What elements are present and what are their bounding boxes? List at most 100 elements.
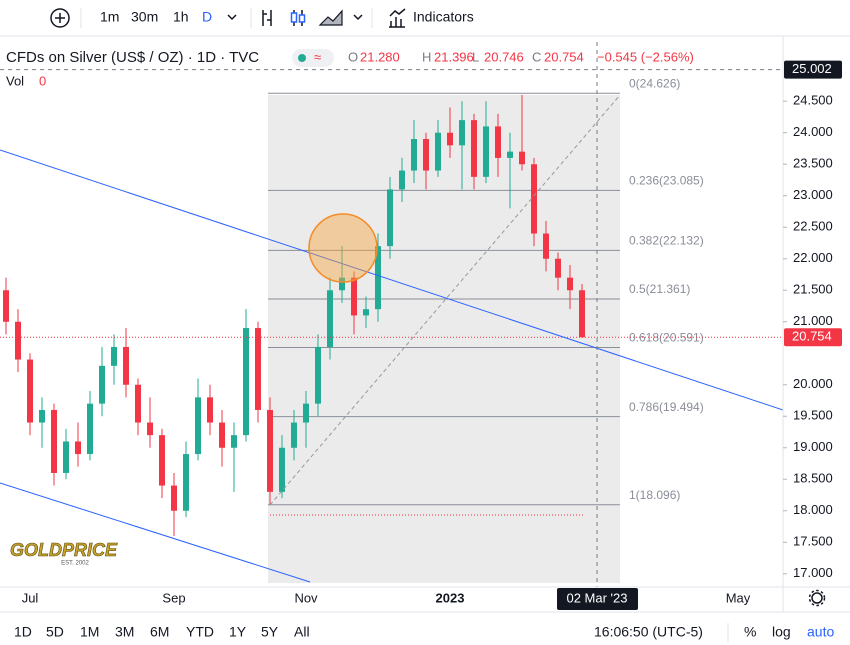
fib-label: 0.236(23.085) [629, 174, 704, 188]
range-button[interactable]: 6M [150, 624, 169, 640]
ohlc-value: 20.746 [484, 49, 524, 64]
candle-body [111, 346, 117, 366]
candle-body [531, 164, 537, 234]
fib-label: 1(18.096) [629, 488, 680, 502]
bars-icon[interactable] [262, 10, 272, 26]
trend-line [0, 482, 311, 583]
candle-body [183, 454, 189, 511]
candle-body [435, 132, 441, 171]
trend-line [0, 149, 783, 411]
range-button[interactable]: 3M [115, 624, 134, 640]
candle-body [555, 258, 561, 278]
status-icon: ≈ [314, 49, 321, 64]
drawings [0, 42, 783, 587]
candle-body [99, 365, 105, 404]
percent-toggle[interactable]: % [744, 624, 756, 640]
candle-icon-body [290, 12, 298, 23]
crosshair-date-box [557, 588, 638, 610]
y-tick-label: 23.000 [793, 187, 833, 202]
candle-body [27, 359, 33, 423]
range-button[interactable]: 1M [80, 624, 99, 640]
candle-body [15, 321, 21, 360]
y-tick-label: 24.000 [793, 124, 833, 139]
fib-label: 0.786(19.494) [629, 400, 704, 414]
settings-button[interactable] [811, 592, 823, 604]
interval-button[interactable]: 1h [173, 9, 189, 25]
area-icon[interactable] [318, 9, 343, 26]
candle-body [63, 441, 69, 473]
range-button[interactable]: 5D [46, 624, 64, 640]
candle-body [147, 422, 153, 436]
bottom-bar: 1D 5D 1M 3M 6M YTD 1Y 5Y All 16:06:50 (U… [14, 623, 834, 643]
log-toggle[interactable]: log [772, 624, 791, 640]
plot: 0(24.626) 0.236(23.085) 0.382(22.132) 0.5(2… [0, 76, 783, 536]
plus-icon [55, 13, 65, 23]
ohlc-key: L [472, 49, 479, 64]
crosshair-price-label: 25.002 [792, 61, 832, 76]
change-value: −0.545 (−2.56%) [597, 49, 694, 64]
candle-body [447, 132, 453, 146]
candle-body [279, 447, 285, 492]
add-symbol-button[interactable] [50, 8, 70, 28]
candle-body [567, 277, 573, 291]
overlay: 24.500 24.000 23.500 23.000 22.500 22.000 21.5… [0, 60, 842, 610]
fib-label: 0(24.626) [629, 76, 680, 90]
candle-body [375, 246, 381, 310]
y-tick-label: 17.000 [793, 565, 833, 580]
indicators-button[interactable]: Indicators [413, 9, 474, 25]
candle-body [3, 290, 9, 322]
y-tick-label: 18.000 [793, 502, 833, 517]
candle-body [315, 346, 321, 404]
candle-body [495, 126, 501, 158]
range-button[interactable]: 5Y [261, 624, 279, 640]
candle-body [351, 277, 357, 316]
crosshair-price-box [784, 60, 842, 79]
range-button[interactable]: 1D [14, 624, 32, 640]
ohlc-value: 21.396 [434, 49, 474, 64]
range-button[interactable]: All [294, 624, 310, 640]
interval-button-active[interactable]: D [202, 9, 212, 25]
candle-body [159, 435, 165, 486]
candle-body [291, 422, 297, 448]
indicators-icon[interactable] [389, 8, 406, 28]
candle-body [483, 126, 489, 177]
fib-label: 0.5(21.361) [629, 282, 690, 296]
y-tick-label: 18.500 [793, 471, 833, 486]
candle-body [51, 409, 57, 473]
ohlc-value: 21.280 [360, 49, 400, 64]
candle-body [171, 485, 177, 511]
candle-body [339, 277, 345, 291]
fib-background [268, 95, 620, 583]
candle-body [579, 290, 585, 338]
y-tick-label: 21.000 [793, 313, 833, 328]
y-tick-label: 21.500 [793, 282, 833, 297]
candle-body [303, 403, 309, 423]
status-dot [298, 54, 306, 62]
symbol-title: CFDs on Silver (US$ / OZ) · 1D · TVC [6, 49, 259, 66]
market-status[interactable] [292, 49, 334, 67]
auto-toggle[interactable]: auto [807, 624, 834, 640]
last-price-label: 20.754 [792, 329, 832, 344]
toolbar: 1m 30m 1h D Indicators [0, 8, 850, 37]
candle-body [543, 233, 549, 259]
interval-dropdown[interactable] [227, 14, 237, 21]
interval-button[interactable]: 30m [131, 9, 158, 25]
logo-est: EST. 2002 [61, 561, 89, 567]
range-button[interactable]: 1Y [229, 624, 247, 640]
interval-button[interactable]: 1m [100, 9, 119, 25]
range-button[interactable]: YTD [186, 624, 214, 640]
x-tick-label: 2023 [436, 590, 465, 605]
candle-body [363, 309, 369, 316]
y-tick-label: 22.500 [793, 219, 833, 234]
candle-body [39, 409, 45, 423]
candle-body [243, 328, 249, 436]
ohlc-key: H [422, 49, 431, 64]
y-tick-label: 20.000 [793, 376, 833, 391]
y-tick-label: 23.500 [793, 156, 833, 171]
y-tick-label: 24.500 [793, 93, 833, 108]
logo-text: GOLDPRICE [10, 540, 118, 560]
y-tick-label: 17.500 [793, 534, 833, 549]
fib-label: 0.382(22.132) [629, 234, 704, 248]
candle-body [135, 384, 141, 423]
chart-type-dropdown[interactable] [353, 14, 363, 21]
